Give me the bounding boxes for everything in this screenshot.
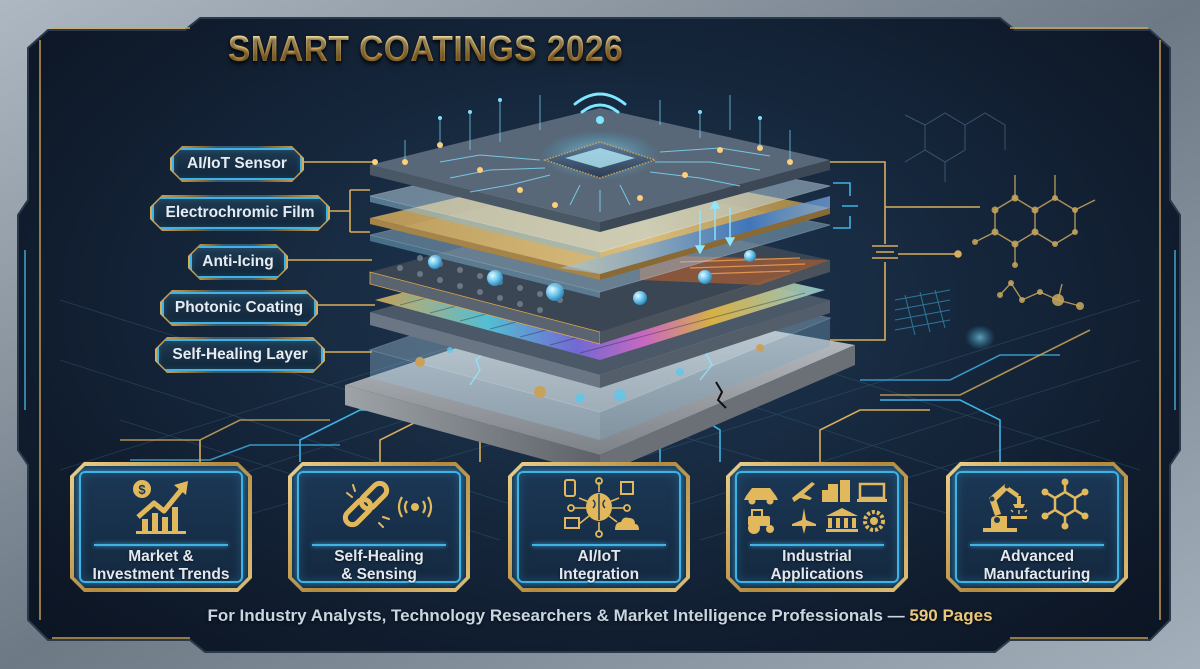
card-label-line1: Market &	[128, 548, 194, 565]
audience-text: For Industry Analysts, Technology Resear…	[207, 606, 910, 625]
robot-arm-molecule-icon	[946, 476, 1128, 538]
layer-label-electrochromic-film: Electrochromic Film	[150, 195, 330, 231]
audience-footer: For Industry Analysts, Technology Resear…	[0, 606, 1200, 626]
industry-icons-grid	[726, 476, 908, 538]
card-label: Self-Healing & Sensing	[296, 548, 462, 584]
layer-label-text: Anti-Icing	[190, 246, 286, 278]
layer-label-anti-icing: Anti-Icing	[188, 244, 288, 280]
broken-link-signal-icon	[288, 476, 470, 538]
card-advanced-manufacturing: Advanced Manufacturing	[946, 462, 1128, 592]
card-label-line2: Integration	[558, 566, 640, 583]
card-label-line1: Industrial	[782, 548, 852, 565]
card-label: Industrial Applications	[734, 548, 900, 584]
layer-label-text: AI/IoT Sensor	[172, 148, 302, 180]
layer-label-text: Self-Healing Layer	[157, 339, 323, 371]
card-label: Market & Investment Trends	[78, 548, 244, 584]
card-label-line2: Manufacturing	[983, 566, 1091, 583]
card-divider	[94, 544, 228, 546]
layer-label-photonic-coating: Photonic Coating	[160, 290, 318, 326]
card-ai-iot-integration: AI/IoT Integration	[508, 462, 690, 592]
layer-label-text: Photonic Coating	[162, 292, 316, 324]
card-self-healing-sensing: Self-Healing & Sensing	[288, 462, 470, 592]
page-title: SMART COATINGS 2026	[228, 28, 624, 69]
layer-label-ai-iot-sensor: AI/IoT Sensor	[170, 146, 304, 182]
card-divider	[532, 544, 666, 546]
card-divider	[970, 544, 1104, 546]
card-label-line2: & Sensing	[341, 566, 417, 583]
brain-network-icon	[508, 476, 690, 538]
card-label-line1: Advanced	[999, 548, 1075, 565]
card-label-line2: Investment Trends	[92, 566, 230, 583]
card-divider	[312, 544, 446, 546]
card-label-line2: Applications	[770, 566, 864, 583]
card-label: AI/IoT Integration	[516, 548, 682, 584]
card-divider	[750, 544, 884, 546]
page-count: 590 Pages	[909, 606, 993, 625]
card-label: Advanced Manufacturing	[954, 548, 1120, 584]
card-label-line1: AI/IoT	[577, 548, 621, 565]
card-industrial-applications: Industrial Applications	[726, 462, 908, 592]
svg-text:$: $	[138, 482, 146, 497]
layer-label-text: Electrochromic Film	[152, 197, 328, 229]
layer-label-self-healing-layer: Self-Healing Layer	[155, 337, 325, 373]
card-market-investment-trends: $ Market & Investment Trends	[70, 462, 252, 592]
growth-chart-dollar-icon: $	[70, 476, 252, 538]
card-label-line1: Self-Healing	[334, 548, 424, 565]
